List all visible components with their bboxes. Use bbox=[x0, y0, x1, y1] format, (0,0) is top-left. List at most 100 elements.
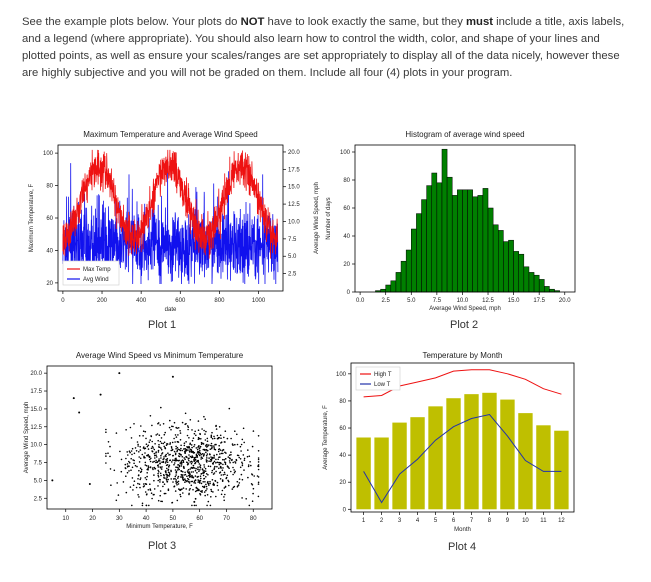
chart3-point bbox=[217, 436, 220, 439]
chart3-point bbox=[194, 498, 197, 500]
chart3-point bbox=[109, 468, 112, 470]
chart3-point bbox=[203, 466, 206, 468]
chart3-point bbox=[159, 479, 161, 481]
chart3-point bbox=[184, 412, 187, 415]
caption-plot-2: Plot 2 bbox=[450, 319, 479, 331]
chart3-point bbox=[178, 452, 180, 455]
chart4-xtick-label: 6 bbox=[452, 518, 456, 524]
chart3-point bbox=[197, 466, 199, 469]
chart3-point bbox=[159, 460, 161, 462]
chart3-point bbox=[116, 482, 118, 484]
chart3-point bbox=[185, 422, 187, 425]
chart3-point bbox=[230, 453, 232, 456]
chart3-point bbox=[217, 450, 220, 453]
chart3-point bbox=[206, 446, 208, 448]
chart2-title: Histogram of average wind speed bbox=[405, 130, 524, 139]
chart3-point bbox=[143, 455, 145, 458]
chart3-point bbox=[230, 451, 232, 454]
chart3-ytick-label: 7.5 bbox=[34, 461, 43, 467]
chart3-point bbox=[137, 445, 139, 447]
chart3-point bbox=[152, 493, 155, 496]
chart3-point bbox=[201, 485, 204, 488]
chart3-point bbox=[210, 442, 213, 445]
chart3-point bbox=[151, 440, 153, 443]
chart3-point bbox=[173, 462, 176, 464]
chart3-point bbox=[159, 424, 161, 426]
chart3-point bbox=[177, 448, 179, 451]
chart3-point bbox=[105, 462, 107, 464]
chart3-point bbox=[191, 466, 193, 469]
chart3-point bbox=[210, 436, 213, 439]
chart3-point bbox=[184, 479, 187, 482]
chart3-point bbox=[149, 466, 152, 469]
chart3-point bbox=[189, 461, 191, 463]
chart1-ytick-label: 40 bbox=[46, 248, 53, 254]
chart3-point bbox=[148, 504, 150, 507]
chart3-point bbox=[152, 461, 154, 463]
chart3-point bbox=[189, 468, 191, 470]
chart2-xtick-label: 12.5 bbox=[482, 298, 494, 304]
chart3-point bbox=[211, 471, 213, 474]
chart3-point bbox=[138, 456, 140, 458]
chart3-point bbox=[174, 453, 177, 456]
chart3-point bbox=[205, 483, 207, 486]
chart3-point bbox=[174, 459, 177, 462]
chart3-point bbox=[151, 467, 154, 469]
chart3-point bbox=[145, 478, 148, 481]
chart2-xlabel: Average Wind Speed, mph bbox=[429, 306, 501, 312]
chart3-point bbox=[155, 434, 157, 436]
chart3-point bbox=[199, 445, 202, 448]
chart3-point bbox=[181, 455, 184, 458]
chart3-point bbox=[204, 439, 207, 441]
chart3-point bbox=[183, 444, 186, 447]
chart3-point bbox=[204, 470, 207, 473]
chart3-point bbox=[178, 464, 181, 467]
chart3-point bbox=[158, 434, 161, 437]
chart3-point bbox=[181, 421, 184, 424]
chart4-xtick-label: 3 bbox=[398, 518, 402, 524]
chart3-point bbox=[191, 476, 193, 479]
chart3-point bbox=[105, 428, 107, 431]
chart3-point bbox=[202, 472, 204, 474]
chart3-point bbox=[190, 484, 193, 487]
chart3-point bbox=[211, 431, 213, 434]
chart1-xtick-label: 400 bbox=[136, 298, 147, 304]
chart3-point bbox=[227, 456, 230, 458]
chart3-point bbox=[137, 494, 139, 496]
chart1-ytick2-label: 20.0 bbox=[288, 150, 300, 156]
chart3-point bbox=[144, 464, 147, 466]
chart3-point bbox=[241, 461, 243, 464]
chart3-point bbox=[199, 469, 201, 471]
chart3-point bbox=[226, 474, 229, 477]
chart3-point bbox=[182, 478, 185, 481]
chart3-point bbox=[218, 448, 221, 450]
chart3-point bbox=[243, 457, 246, 460]
chart3-point bbox=[162, 485, 164, 488]
chart3-point bbox=[229, 458, 231, 460]
chart3-point bbox=[177, 483, 180, 485]
chart4-ytick-label: 100 bbox=[336, 372, 347, 378]
chart3-point bbox=[137, 478, 139, 480]
chart3-point bbox=[200, 456, 203, 459]
chart3-point bbox=[248, 455, 251, 458]
chart3-point bbox=[221, 489, 224, 492]
chart3-point bbox=[216, 453, 218, 456]
chart4-legend-label: High T bbox=[374, 372, 392, 378]
chart3-point bbox=[218, 467, 220, 470]
chart3-point bbox=[150, 447, 153, 450]
chart3-point bbox=[160, 500, 162, 503]
chart3-point bbox=[167, 478, 169, 481]
chart3-point bbox=[179, 495, 182, 498]
chart3-point bbox=[127, 465, 129, 467]
chart3-point bbox=[200, 438, 202, 440]
chart3-point bbox=[219, 462, 222, 464]
chart3-point bbox=[158, 471, 160, 473]
chart3-point bbox=[134, 464, 137, 467]
chart3-point bbox=[200, 472, 203, 475]
chart3-point bbox=[228, 454, 231, 457]
chart3-point bbox=[175, 470, 178, 473]
chart3-point bbox=[166, 476, 168, 479]
chart3-point bbox=[140, 468, 143, 471]
chart3-point bbox=[170, 447, 173, 449]
chart3-point bbox=[176, 499, 179, 502]
